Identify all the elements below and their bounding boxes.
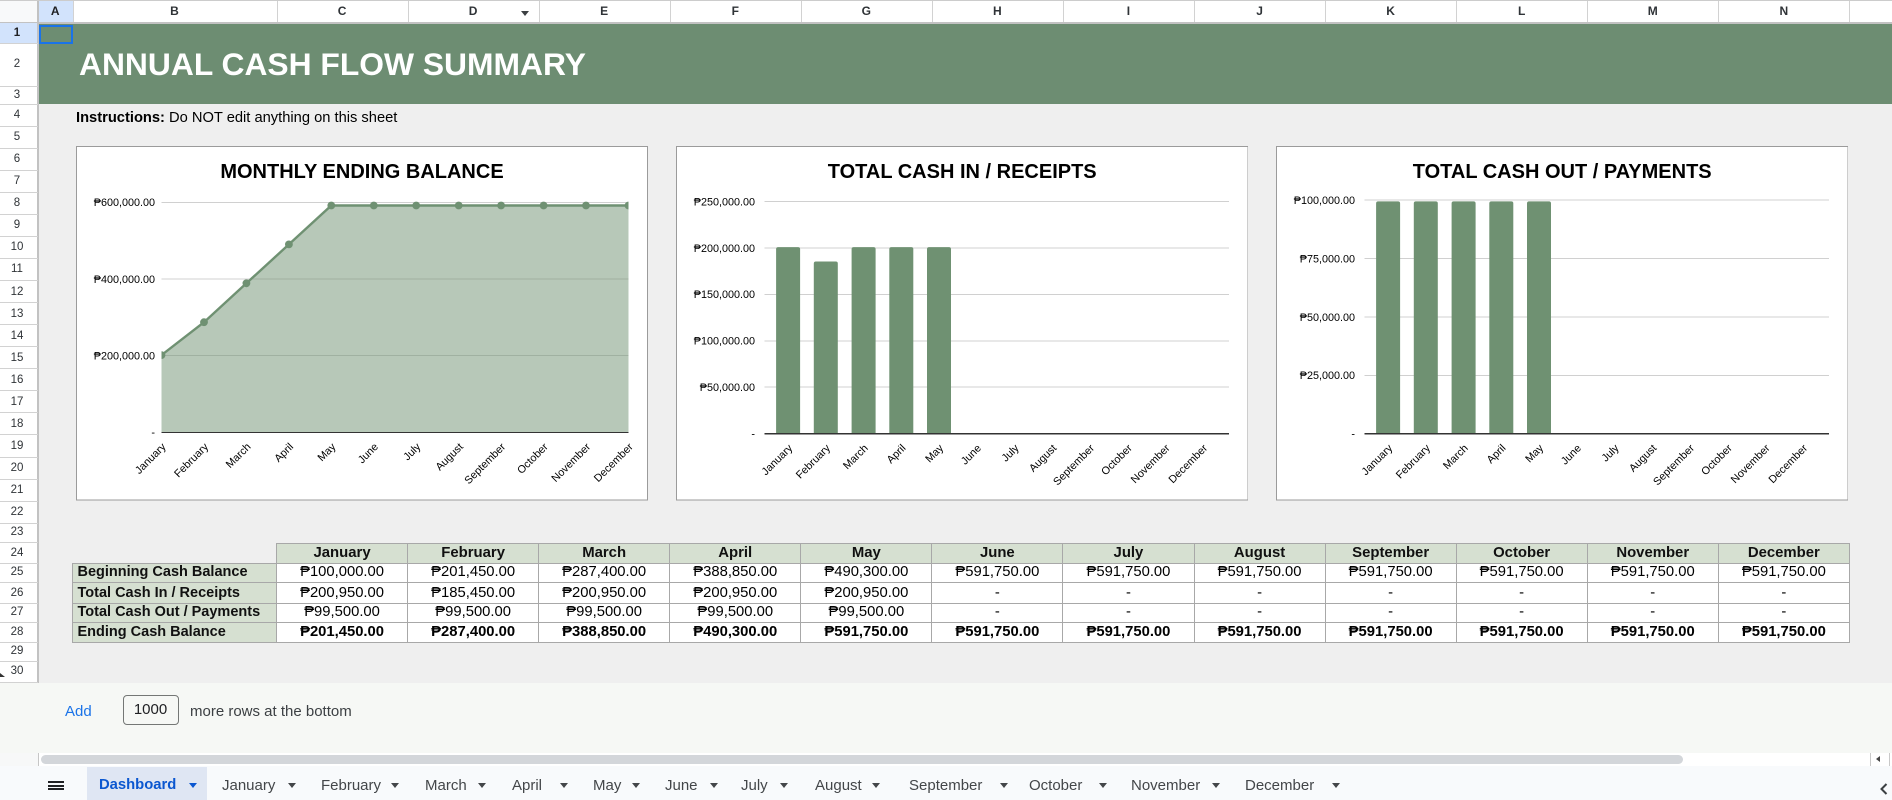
svg-text:₱250,000.00: ₱250,000.00 <box>693 196 754 208</box>
svg-text:₱100,000.00: ₱100,000.00 <box>1293 195 1354 207</box>
svg-text:₱150,000.00: ₱150,000.00 <box>693 289 754 301</box>
svg-text:₱50,000.00: ₱50,000.00 <box>1299 312 1354 324</box>
svg-text:₱400,000.00: ₱400,000.00 <box>93 274 154 286</box>
svg-text:₱50,000.00: ₱50,000.00 <box>699 382 754 394</box>
svg-text:-: - <box>751 429 755 441</box>
svg-text:₱600,000.00: ₱600,000.00 <box>93 197 154 209</box>
svg-text:-: - <box>151 427 155 439</box>
svg-text:MONTHLY ENDING BALANCE: MONTHLY ENDING BALANCE <box>220 161 503 183</box>
svg-text:₱25,000.00: ₱25,000.00 <box>1299 370 1354 382</box>
svg-text:₱200,000.00: ₱200,000.00 <box>693 243 754 255</box>
svg-text:₱75,000.00: ₱75,000.00 <box>1299 253 1354 265</box>
svg-text:₱100,000.00: ₱100,000.00 <box>693 336 754 348</box>
svg-text:₱200,000.00: ₱200,000.00 <box>93 351 154 363</box>
svg-text:TOTAL CASH OUT / PAYMENTS: TOTAL CASH OUT / PAYMENTS <box>1412 161 1711 183</box>
svg-text:TOTAL CASH IN / RECEIPTS: TOTAL CASH IN / RECEIPTS <box>827 161 1096 183</box>
svg-text:-: - <box>1351 429 1355 441</box>
